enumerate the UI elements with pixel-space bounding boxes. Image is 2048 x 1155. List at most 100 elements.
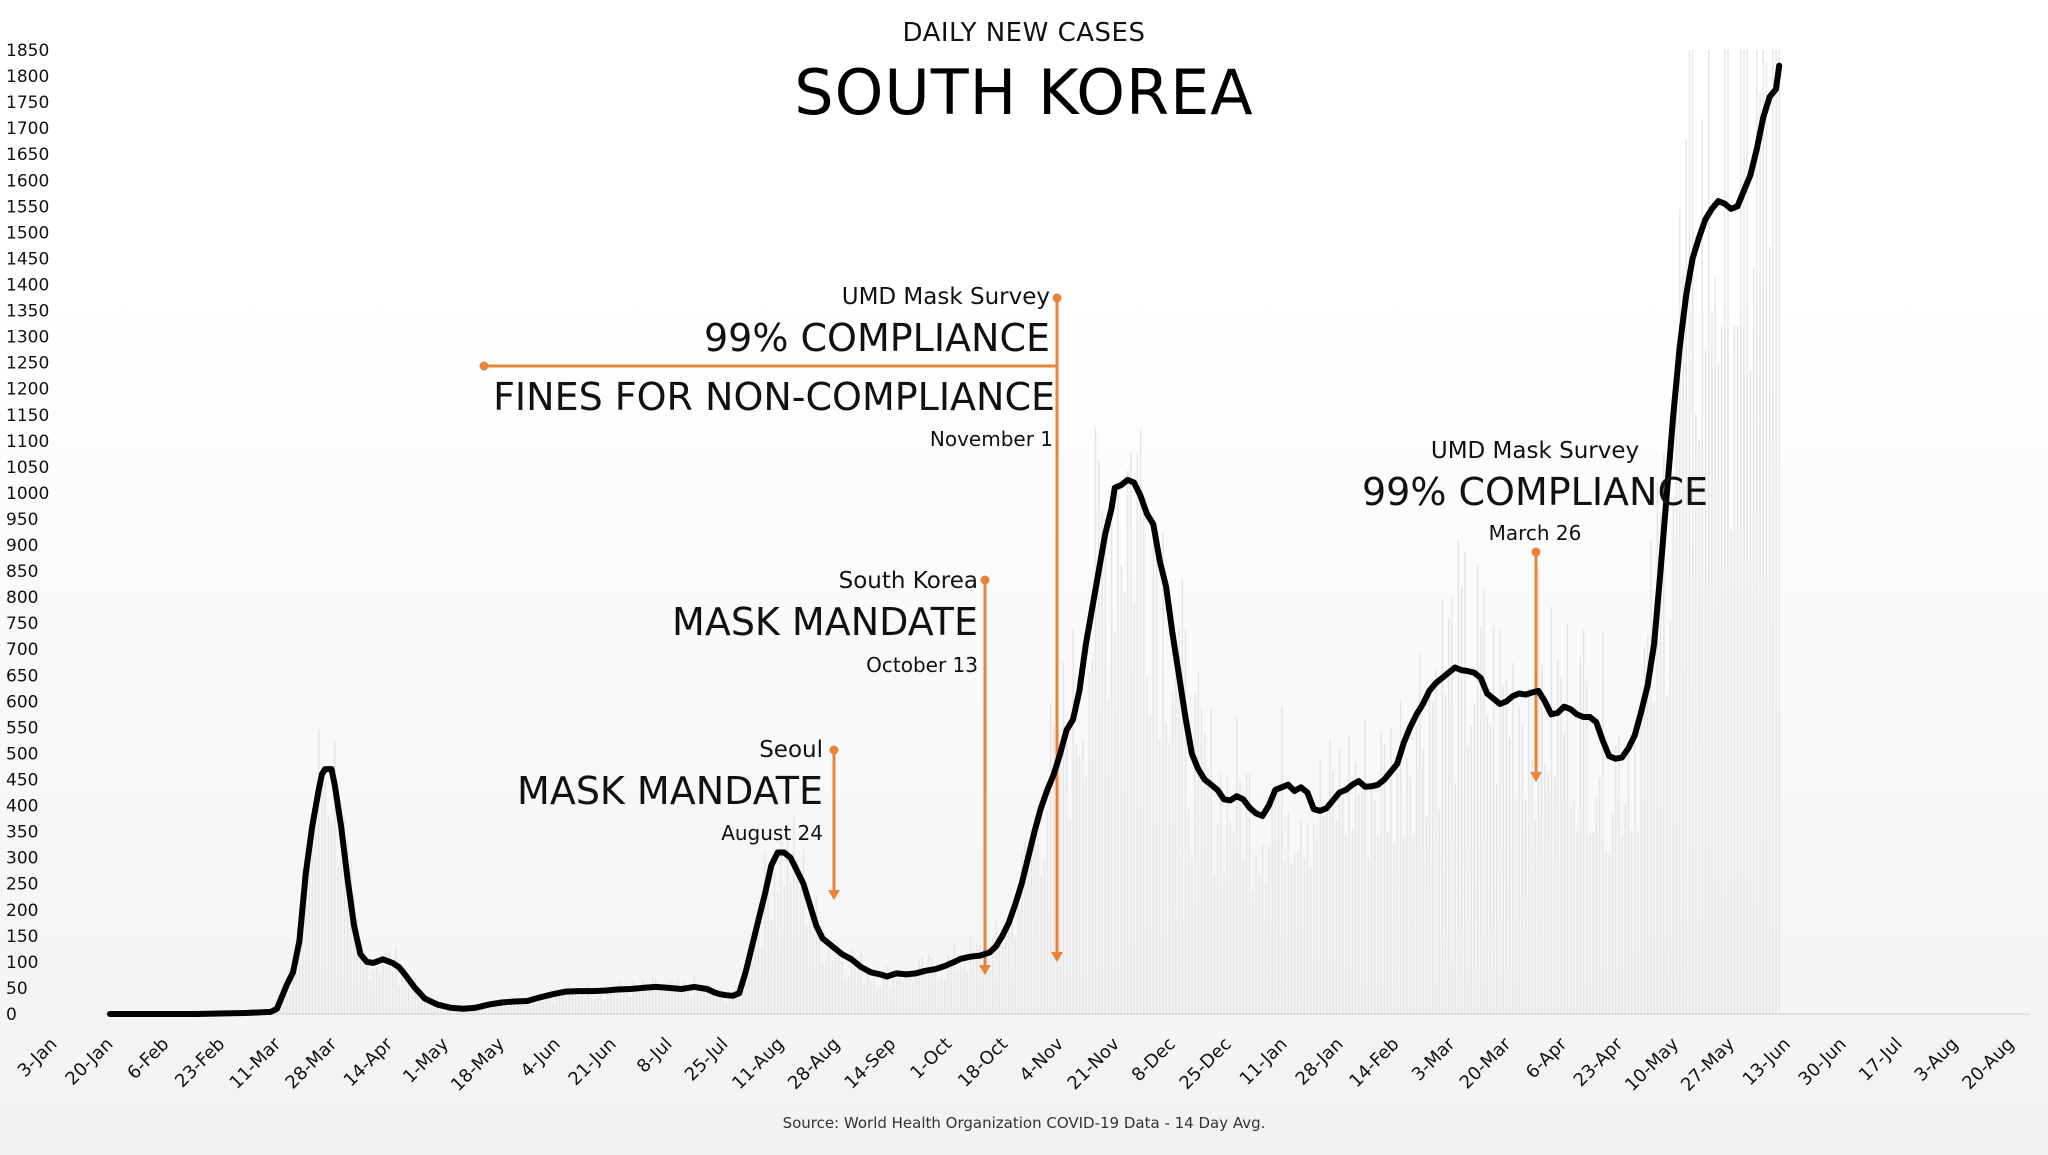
- daily-bar: [667, 981, 670, 1014]
- daily-bar: [558, 993, 561, 1014]
- y-tick-label: 1350: [6, 302, 49, 322]
- daily-bar: [1698, 439, 1700, 1014]
- daily-bar: [822, 963, 824, 1014]
- daily-bar: [677, 978, 679, 1014]
- daily-bar: [343, 818, 346, 1014]
- daily-bar: [1518, 707, 1521, 1014]
- daily-bar: [1085, 776, 1087, 1014]
- daily-bar: [308, 857, 310, 1014]
- x-tick-label: 30-Jun: [1795, 1034, 1851, 1090]
- daily-bar: [924, 974, 927, 1014]
- y-tick-label: 1000: [6, 484, 49, 504]
- daily-bar: [1605, 851, 1607, 1014]
- daily-bar: [664, 983, 667, 1014]
- daily-bar: [481, 1005, 484, 1014]
- daily-bar: [805, 924, 808, 1014]
- x-tick-label: 25-Jul: [681, 1034, 733, 1086]
- daily-bar: [420, 989, 423, 1014]
- daily-bar: [1091, 657, 1094, 1014]
- daily-bar: [1595, 796, 1598, 1014]
- daily-bar: [513, 1004, 516, 1014]
- daily-bar: [1187, 809, 1190, 1014]
- daily-bar: [1457, 540, 1460, 1014]
- daily-bar: [555, 989, 558, 1014]
- daily-bar: [398, 985, 400, 1014]
- x-tick-label: 3-Jan: [14, 1034, 62, 1082]
- daily-bar: [706, 983, 708, 1014]
- daily-bar: [411, 993, 413, 1014]
- daily-bar: [1329, 738, 1331, 1014]
- y-tick-label: 1600: [6, 171, 49, 191]
- daily-bar: [1412, 838, 1415, 1014]
- daily-bar: [1367, 858, 1370, 1014]
- daily-bar: [1704, 349, 1707, 1014]
- daily-bar: [1008, 918, 1010, 1014]
- daily-bar: [1232, 833, 1235, 1014]
- daily-bar: [1454, 782, 1456, 1014]
- daily-bar: [433, 1000, 436, 1014]
- daily-bar: [603, 999, 606, 1014]
- daily-bar: [1611, 813, 1614, 1014]
- daily-bar: [748, 973, 750, 1014]
- daily-bar: [1338, 750, 1341, 1014]
- daily-bar: [1496, 783, 1498, 1014]
- daily-bar: [1335, 821, 1338, 1014]
- daily-bar: [1688, 50, 1691, 1014]
- daily-bar: [1242, 860, 1244, 1014]
- daily-bar: [1383, 743, 1386, 1014]
- daily-bar: [1762, 50, 1764, 1014]
- daily-bar: [1120, 565, 1122, 1014]
- daily-bar: [1229, 822, 1232, 1014]
- daily-bar: [629, 996, 631, 1014]
- daily-bar: [873, 976, 875, 1014]
- y-tick-label: 400: [6, 797, 38, 817]
- daily-bar: [738, 990, 740, 1014]
- daily-bar: [789, 882, 792, 1014]
- daily-bar: [1537, 567, 1540, 1014]
- daily-bar: [382, 963, 384, 1014]
- daily-bar: [1149, 716, 1151, 1014]
- seoul-mandate-label: MASK MANDATE: [517, 769, 823, 813]
- daily-bar: [773, 872, 776, 1014]
- daily-bar: [796, 859, 798, 1014]
- series-line: [107, 62, 1783, 1017]
- daily-bar: [1492, 625, 1495, 1014]
- daily-bar: [1560, 677, 1562, 1014]
- daily-bar: [1749, 370, 1752, 1014]
- daily-bar: [1435, 670, 1437, 1014]
- daily-bar: [1184, 628, 1187, 1014]
- daily-bar: [606, 988, 609, 1014]
- daily-bar: [507, 1006, 509, 1014]
- daily-bar: [311, 827, 314, 1014]
- daily-bar: [1143, 508, 1145, 1014]
- daily-bar: [1656, 483, 1659, 1014]
- daily-bar: [346, 839, 349, 1014]
- daily-bar: [1775, 50, 1777, 1014]
- daily-bar: [1168, 743, 1171, 1014]
- daily-bar: [815, 897, 818, 1014]
- daily-bar: [324, 780, 326, 1014]
- daily-bar: [430, 1005, 432, 1014]
- daily-bar: [1448, 617, 1450, 1014]
- daily-bar: [1101, 510, 1103, 1014]
- daily-bar: [927, 954, 930, 1014]
- daily-bar: [908, 974, 911, 1014]
- y-tick-label: 1800: [6, 67, 49, 87]
- daily-bar: [1261, 843, 1264, 1014]
- daily-bar: [709, 985, 712, 1014]
- daily-bar: [626, 990, 628, 1014]
- daily-bar: [1685, 139, 1687, 1014]
- source-note: Source: World Health Organization COVID-…: [782, 1114, 1266, 1132]
- daily-bar: [684, 981, 686, 1014]
- daily-bar: [1136, 452, 1139, 1014]
- daily-bar: [1682, 275, 1684, 1015]
- daily-bar: [1024, 842, 1026, 1014]
- daily-bar: [1348, 736, 1350, 1014]
- daily-bar: [1175, 673, 1177, 1014]
- x-tick-label: 27-May: [1677, 1033, 1739, 1095]
- daily-bar: [1033, 815, 1036, 1014]
- daily-bar: [549, 996, 551, 1014]
- daily-bar: [1614, 745, 1617, 1014]
